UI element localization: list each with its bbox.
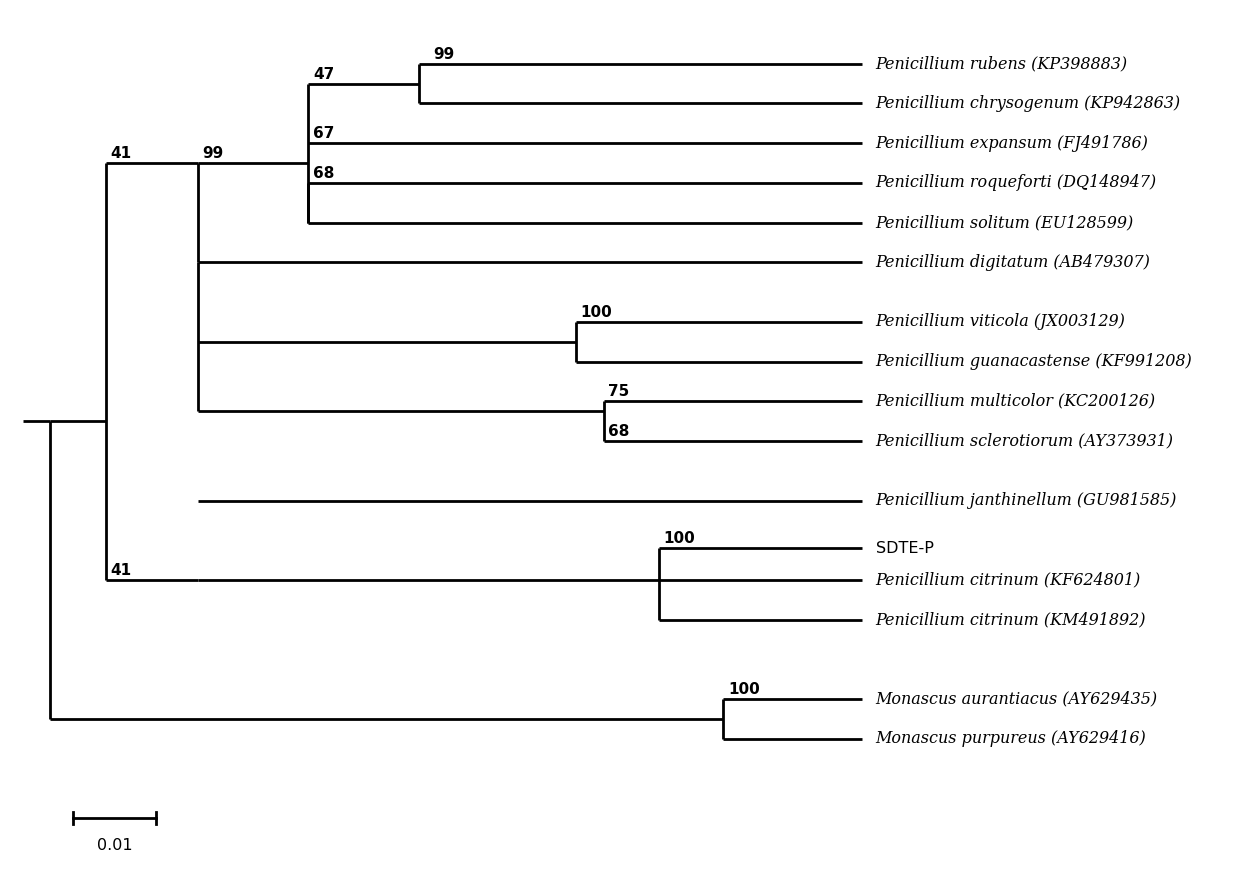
Text: 100: 100 xyxy=(728,682,760,697)
Text: Penicillium roqueforti (DQ148947): Penicillium roqueforti (DQ148947) xyxy=(875,175,1157,191)
Text: 100: 100 xyxy=(663,531,696,546)
Text: Monascus aurantiacus (AY629435): Monascus aurantiacus (AY629435) xyxy=(875,691,1158,707)
Text: 68: 68 xyxy=(314,166,335,181)
Text: Penicillium citrinum (KF624801): Penicillium citrinum (KF624801) xyxy=(875,572,1141,588)
Text: Penicillium digitatum (AB479307): Penicillium digitatum (AB479307) xyxy=(875,254,1151,271)
Text: 100: 100 xyxy=(580,305,613,320)
Text: 99: 99 xyxy=(202,146,223,161)
Text: Penicillium guanacastense (KF991208): Penicillium guanacastense (KF991208) xyxy=(875,353,1193,370)
Text: Monascus purpureus (AY629416): Monascus purpureus (AY629416) xyxy=(875,730,1147,747)
Text: Penicillium janthinellum (GU981585): Penicillium janthinellum (GU981585) xyxy=(875,492,1177,509)
Text: Penicillium expansum (FJ491786): Penicillium expansum (FJ491786) xyxy=(875,135,1148,152)
Text: 41: 41 xyxy=(110,146,131,161)
Text: Penicillium sclerotiorum (AY373931): Penicillium sclerotiorum (AY373931) xyxy=(875,432,1173,450)
Text: Penicillium solitum (EU128599): Penicillium solitum (EU128599) xyxy=(875,214,1133,231)
Text: Penicillium citrinum (KM491892): Penicillium citrinum (KM491892) xyxy=(875,611,1146,628)
Text: 99: 99 xyxy=(433,47,454,62)
Text: 67: 67 xyxy=(314,126,335,141)
Text: Penicillium chrysogenum (KP942863): Penicillium chrysogenum (KP942863) xyxy=(875,95,1180,112)
Text: 47: 47 xyxy=(314,67,335,82)
Text: 41: 41 xyxy=(110,563,131,578)
Text: Penicillium viticola (JX003129): Penicillium viticola (JX003129) xyxy=(875,313,1126,331)
Text: 68: 68 xyxy=(608,424,630,439)
Text: Penicillium multicolor (KC200126): Penicillium multicolor (KC200126) xyxy=(875,392,1156,410)
Text: Penicillium rubens (KP398883): Penicillium rubens (KP398883) xyxy=(875,56,1128,72)
Text: 75: 75 xyxy=(608,385,630,400)
Text: 0.01: 0.01 xyxy=(97,838,133,853)
Text: SDTE-P: SDTE-P xyxy=(875,541,934,556)
